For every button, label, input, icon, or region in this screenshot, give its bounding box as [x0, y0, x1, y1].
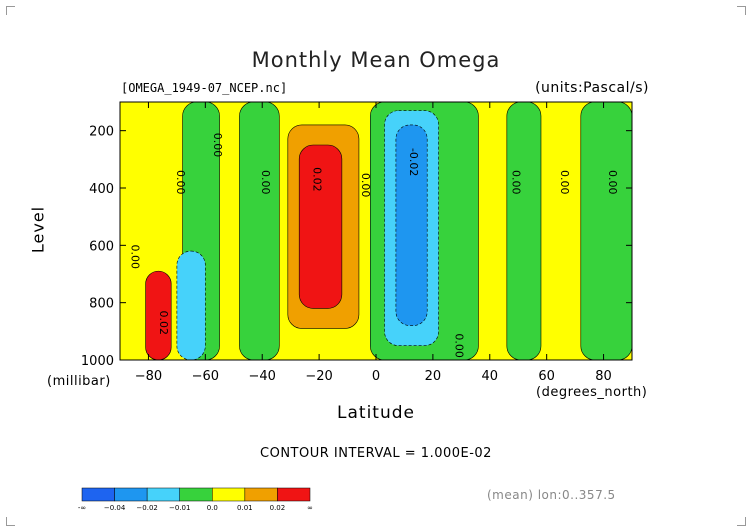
contour-region-11: [176, 250, 206, 360]
x-tick-label-5: 20: [425, 369, 442, 384]
contour-label-8: 0.00: [453, 333, 466, 358]
corner-mark-bl: [6, 517, 15, 526]
contour-label-1: 0.00: [174, 170, 187, 195]
corner-mark-tl: [6, 6, 15, 15]
colorbar-label-4: 0.0: [207, 504, 218, 512]
colorbar-label-5: 0.01: [237, 504, 253, 512]
contour-region-8: [506, 102, 542, 360]
contour-labels: 0.00 0.00 0.00 0.00 0.02 0.02 0.00 -0.02 0.00 0.0…: [128, 133, 619, 358]
y-tick-label-0: 200: [89, 125, 114, 140]
x-tick-label-1: −60: [192, 369, 219, 384]
x-tick-label-0: −80: [135, 369, 162, 384]
contour-label-3: 0.00: [128, 245, 141, 270]
contour-region-9: [580, 102, 632, 360]
colorbar-swatch-0: [81, 487, 115, 502]
colorbar-swatch-5: [244, 487, 278, 502]
file-label: [OMEGA_1949-07_NCEP.nc]: [121, 81, 288, 95]
x-axis-units: (degrees_north): [536, 385, 648, 400]
colorbar-swatch-3: [179, 487, 213, 502]
colorbar-swatch-4: [212, 487, 246, 502]
colorbar-label-1: −0.04: [104, 504, 126, 512]
contour-label-9: 0.00: [510, 170, 523, 195]
x-axis-label: Latitude: [337, 403, 415, 423]
x-tick-label-4: 0: [372, 369, 380, 384]
colorbar-swatch-2: [146, 487, 180, 502]
contour-label-2: 0.00: [259, 170, 272, 195]
x-tick-label-8: 80: [595, 369, 612, 384]
contour-fills: [120, 102, 632, 360]
corner-mark-br: [737, 517, 746, 526]
contour-region-2: [239, 102, 280, 360]
contour-region-4: [298, 144, 343, 309]
contour-region-7: [395, 124, 428, 326]
colorbar-label-7: ∞: [307, 504, 313, 512]
colorbar-swatch-6: [277, 487, 311, 502]
axis-ticks: −80 −60 −40 −20 0 20 40 60 80 200 400 600 800 1000: [81, 102, 632, 384]
x-tick-label-6: 40: [482, 369, 499, 384]
contour-label-0: 0.00: [211, 133, 224, 158]
x-tick-label-3: −20: [305, 369, 332, 384]
colorbar: -∞ −0.04 −0.02 −0.01 0.0 0.01 0.02 ∞: [78, 487, 313, 512]
contour-region-10: [145, 270, 172, 360]
y-tick-label-4: 1000: [81, 354, 114, 369]
units-label: (units:Pascal/s): [535, 80, 649, 96]
y-axis-units: (millibar): [47, 374, 111, 389]
x-tick-label-7: 60: [538, 369, 555, 384]
contour-label-6: 0.00: [359, 173, 372, 198]
colorbar-label-3: −0.01: [169, 504, 190, 512]
contour-label-4: 0.02: [157, 310, 170, 335]
contour-label-5: 0.02: [310, 167, 323, 192]
chart-title: Monthly Mean Omega: [251, 48, 501, 72]
contour-interval: CONTOUR INTERVAL = 1.000E-02: [260, 446, 492, 461]
colorbar-label-2: −0.02: [136, 504, 157, 512]
y-tick-label-1: 400: [89, 182, 114, 197]
colorbar-label-6: 0.02: [270, 504, 286, 512]
y-tick-label-3: 800: [89, 297, 114, 312]
mean-label: (mean) lon:0..357.5: [487, 488, 616, 502]
y-tick-label-2: 600: [89, 239, 114, 254]
contour-label-10: 0.00: [558, 170, 571, 195]
contour-label-7: -0.02: [407, 148, 420, 176]
colorbar-label-0: -∞: [78, 504, 86, 512]
x-tick-label-2: −40: [249, 369, 276, 384]
colorbar-swatch-1: [114, 487, 148, 502]
contour-label-11: 0.00: [606, 170, 619, 195]
corner-mark-tr: [737, 6, 746, 15]
